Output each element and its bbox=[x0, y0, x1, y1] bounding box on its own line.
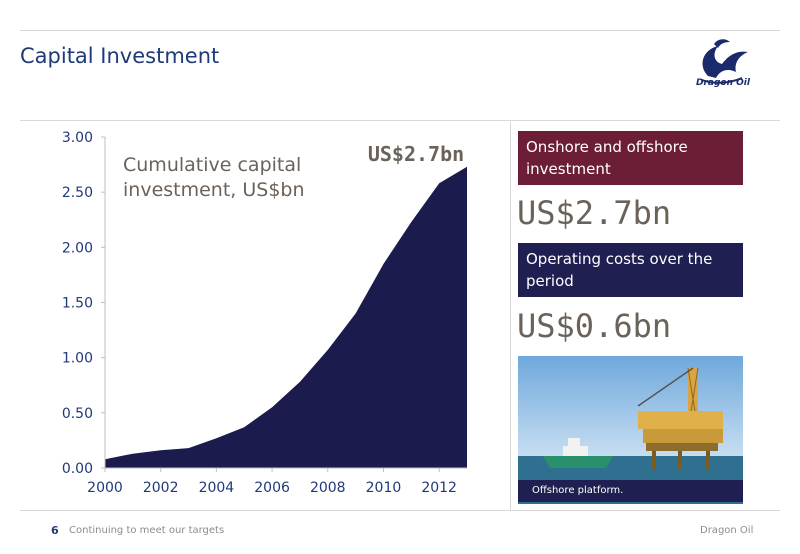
x-tick-label: 2012 bbox=[421, 480, 457, 496]
y-tick-label: 0.50 bbox=[62, 406, 93, 422]
logo-text: Dragon Oil bbox=[696, 78, 750, 88]
y-tick-label: 0.00 bbox=[62, 461, 93, 477]
x-tick-label: 2002 bbox=[143, 480, 179, 496]
x-tick-label: 2004 bbox=[199, 480, 235, 496]
x-tick-label: 2006 bbox=[254, 480, 290, 496]
onshore-offshore-box: Onshore and offshore investment bbox=[518, 131, 743, 185]
top-rule bbox=[20, 30, 780, 31]
operating-costs-box: Operating costs over the period bbox=[518, 243, 743, 297]
box1-line-1: Onshore and offshore bbox=[526, 138, 688, 156]
y-tick-label: 2.00 bbox=[62, 240, 93, 256]
dragon-logo-icon bbox=[701, 39, 748, 84]
box2-line-1: Operating costs over the bbox=[526, 250, 713, 268]
chart-annotation-line: Cumulative capital bbox=[123, 154, 301, 176]
footer-rule bbox=[20, 510, 780, 511]
page-title: Capital Investment bbox=[20, 44, 220, 68]
investment-value: US$2.7bn bbox=[517, 194, 672, 232]
chart-annotation-line: investment, US$bn bbox=[123, 179, 305, 201]
footer-tagline: Continuing to meet our targets bbox=[69, 525, 225, 536]
x-tick-label: 2010 bbox=[366, 480, 402, 496]
photo-caption: Offshore platform. bbox=[518, 480, 743, 502]
y-tick-label: 1.00 bbox=[62, 351, 93, 367]
operating-costs-value: US$0.6bn bbox=[517, 307, 672, 345]
x-tick-label: 2008 bbox=[310, 480, 346, 496]
cumulative-investment-chart: 0.00 0.50 1.00 1.50 2.00 2.50 3.00 2000 2002 2004… bbox=[62, 130, 467, 496]
y-tick-label: 2.50 bbox=[62, 185, 93, 201]
y-tick-label: 3.00 bbox=[62, 130, 93, 146]
vertical-divider bbox=[510, 122, 511, 510]
page-number: 6 bbox=[51, 524, 59, 537]
box1-line-2: investment bbox=[526, 160, 611, 178]
y-tick-label: 1.50 bbox=[62, 296, 93, 312]
header-rule bbox=[20, 120, 780, 121]
end-value-label: US$2.7bn bbox=[368, 142, 464, 166]
investment-area bbox=[105, 166, 467, 469]
footer-company: Dragon Oil bbox=[700, 525, 754, 536]
x-tick-label: 2000 bbox=[87, 480, 123, 496]
box2-line-2: period bbox=[526, 272, 574, 290]
